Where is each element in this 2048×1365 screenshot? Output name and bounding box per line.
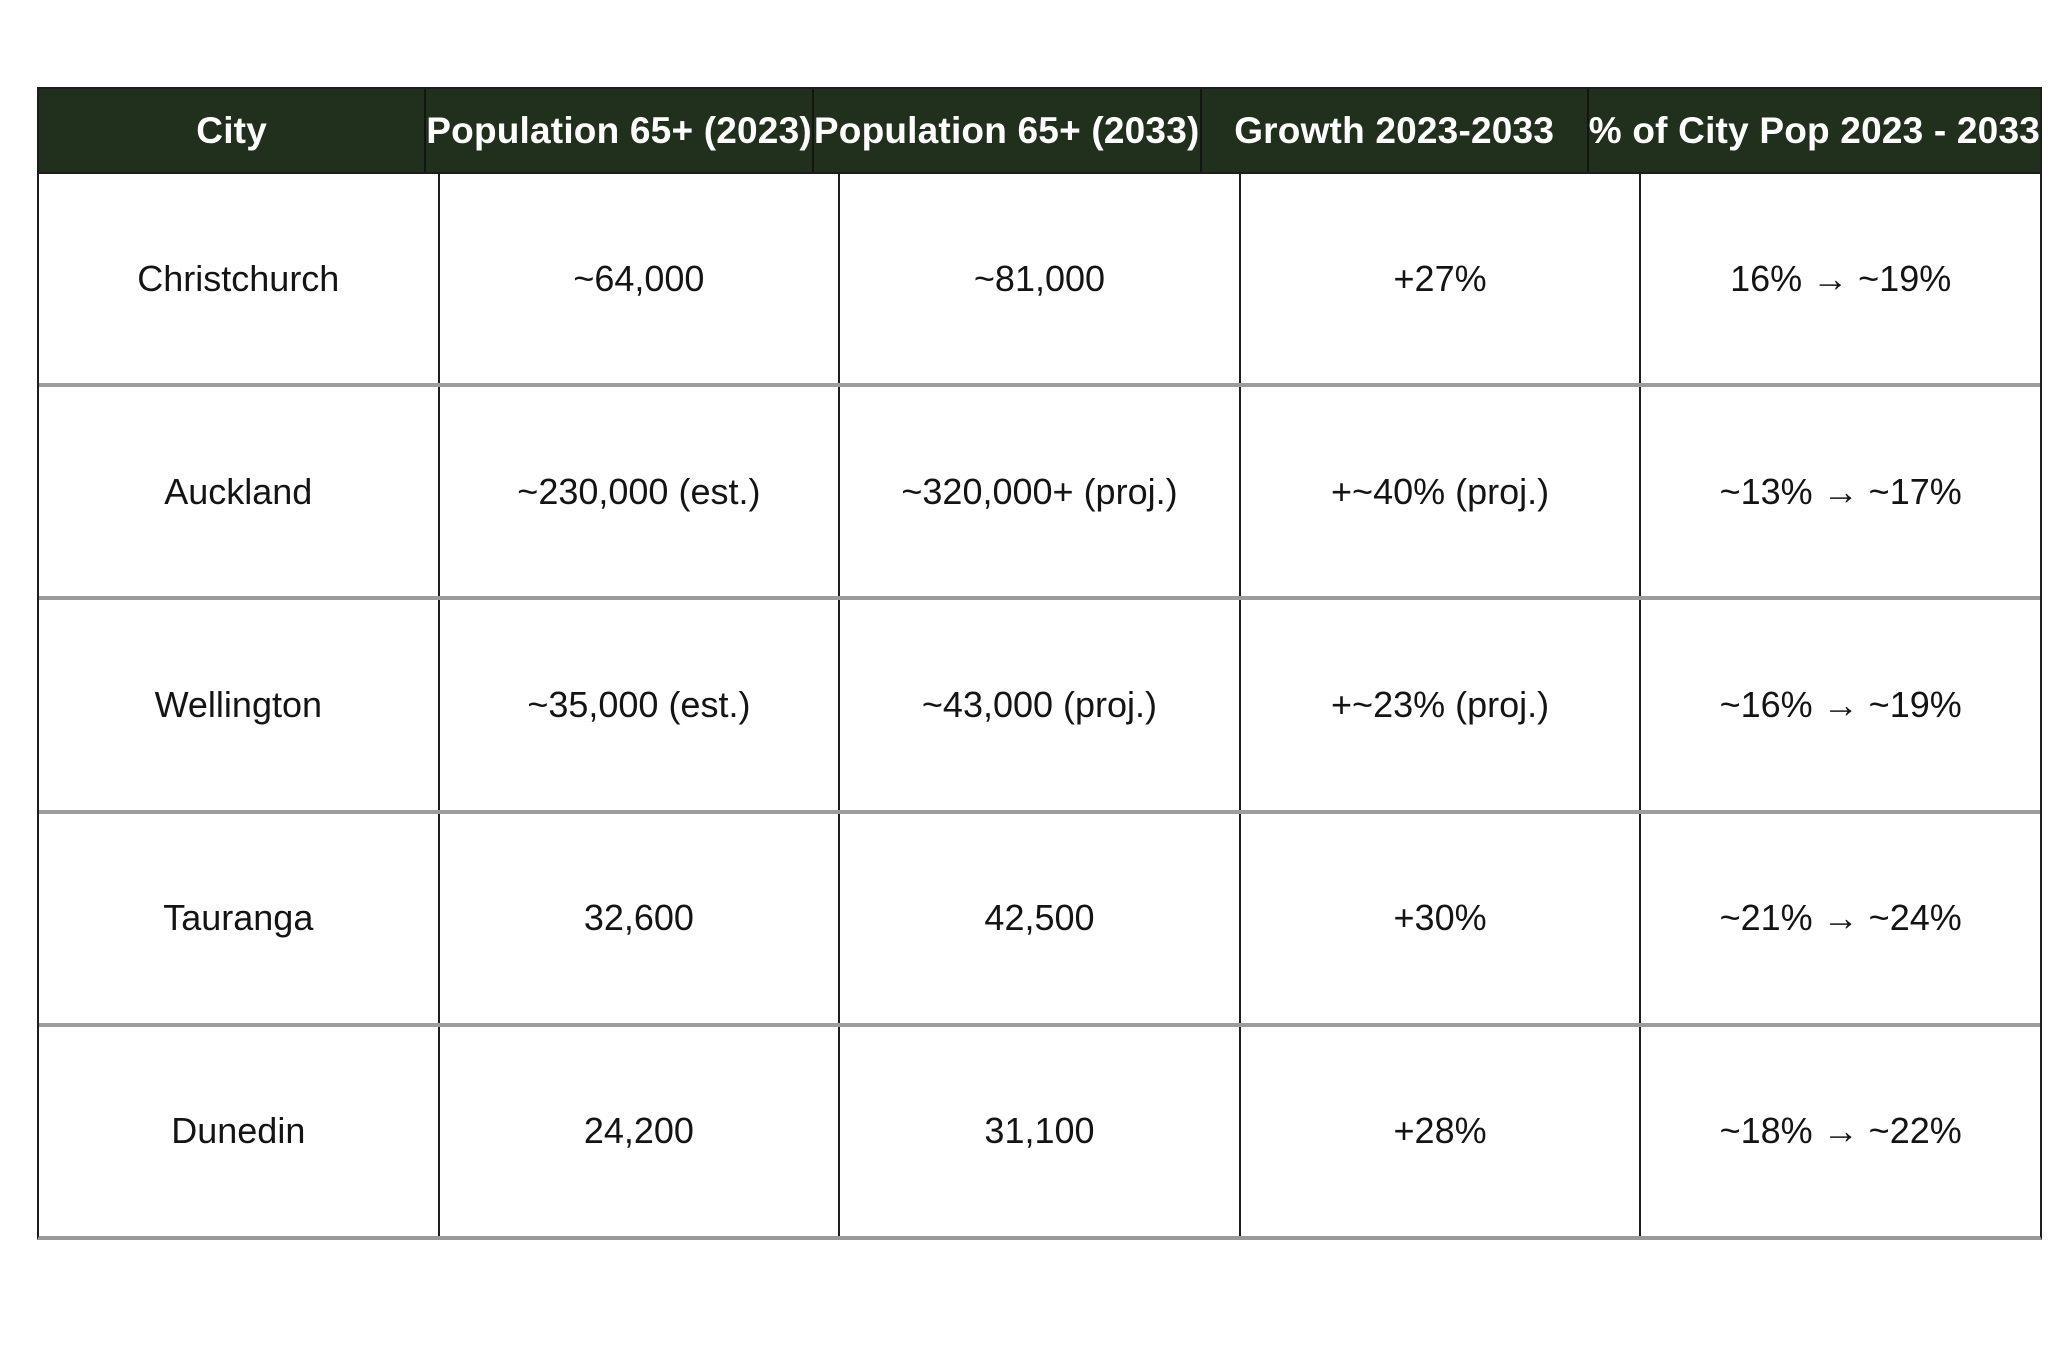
table-cell: Dunedin xyxy=(171,1110,306,1152)
table-cell: 42,500 xyxy=(838,813,1239,1023)
header-cell-growth: Growth 2023-2033 xyxy=(1199,89,1587,172)
table-row: Wellington ~35,000 (est.) ~43,000 (proj.… xyxy=(39,596,2040,810)
table-cell: +28% xyxy=(1238,1026,1640,1237)
table-cell: +30% xyxy=(1238,813,1640,1023)
table-row: Auckland ~230,000 (est.) ~320,000+ (proj… xyxy=(39,383,2040,597)
table-cell: ~64,000 xyxy=(437,174,839,384)
table-cell: ~21% → ~24% xyxy=(1639,813,2040,1023)
table-cell: ~35,000 (est.) xyxy=(437,600,839,810)
table-row: Tauranga 32,600 42,500 +30% ~21% → ~24% xyxy=(39,809,2040,1023)
table-body: Christchurch ~64,000 ~81,000 +27% 16% → … xyxy=(39,172,2040,1237)
table-cell: Auckland xyxy=(164,470,313,512)
header-cell-pct-of-city-pop: % of City Pop 2023 - 2033 xyxy=(1586,89,2040,172)
table-cell: ~230,000 (est.) xyxy=(437,387,839,597)
table-cell: 24,200 xyxy=(437,1026,839,1237)
table-cell: Wellington xyxy=(154,684,323,725)
table-cell: ~16% → ~19% xyxy=(1639,600,2040,810)
table-cell: ~43,000 (proj.) xyxy=(838,600,1239,810)
table-cell: 16% → ~19% xyxy=(1639,174,2040,384)
table-cell: +~40% (proj.) xyxy=(1238,387,1640,597)
header-cell-pop-65-2033: Population 65+ (2033) xyxy=(811,89,1200,172)
table-cell: 31,100 xyxy=(838,1026,1239,1237)
table-cell: ~18% → ~22% xyxy=(1639,1026,2040,1237)
table-cell: ~81,000 xyxy=(838,174,1239,384)
header-cell-pop-65-2023: Population 65+ (2023) xyxy=(424,89,812,172)
table-cell: +~23% (proj.) xyxy=(1238,600,1640,810)
table-cell: ~13% → ~17% xyxy=(1639,387,2040,597)
table-cell: +27% xyxy=(1238,174,1640,384)
table-cell: Christchurch xyxy=(137,257,340,299)
population-65plus-table: City Population 65+ (2023) Population 65… xyxy=(37,87,2042,1240)
table-cell: ~320,000+ (proj.) xyxy=(838,387,1239,597)
table-cell: 32,600 xyxy=(437,813,839,1023)
table-cell: Tauranga xyxy=(163,897,314,939)
header-cell-city: City xyxy=(196,109,267,151)
table-row: Christchurch ~64,000 ~81,000 +27% 16% → … xyxy=(39,172,2040,384)
table-header-row: City Population 65+ (2023) Population 65… xyxy=(39,89,2040,172)
table-row: Dunedin 24,200 31,100 +28% ~18% → ~22% xyxy=(39,1022,2040,1237)
